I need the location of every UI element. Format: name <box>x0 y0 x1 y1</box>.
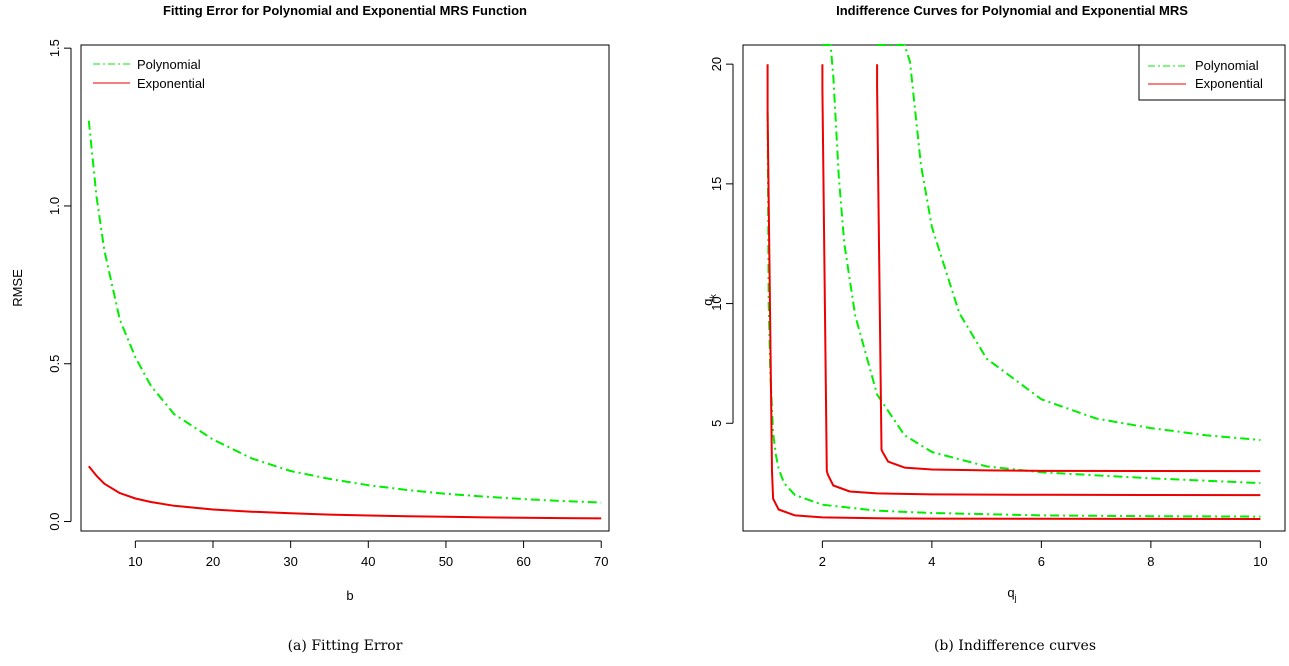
chart-title: Indifference Curves for Polynomial and E… <box>836 3 1188 18</box>
chart-title: Fitting Error for Polynomial and Exponen… <box>163 3 527 18</box>
series-line-polynomial-0 <box>87 120 602 504</box>
series-line-exponential-5 <box>876 64 1261 473</box>
x-tick-label: 6 <box>1038 554 1045 569</box>
y-tick-label: 1.5 <box>47 39 62 57</box>
x-ticks: 10 20 30 40 50 60 70 <box>128 540 608 569</box>
x-tick-label: 2 <box>819 554 826 569</box>
x-tick-label: 10 <box>128 554 142 569</box>
caption-left: (a) Fitting Error <box>287 638 403 654</box>
y-ticks: 0.0 0.5 1.0 1.5 <box>47 39 72 531</box>
legend-label-exponential: Exponential <box>137 76 205 91</box>
series-line-exponential-4 <box>821 64 1261 497</box>
x-ticks: 2 4 6 8 10 <box>819 540 1268 569</box>
y-tick-label: 10 <box>709 296 724 310</box>
fitting-error-chart: Fitting Error for Polynomial and Exponen… <box>10 3 610 603</box>
x-tick-label: 30 <box>283 554 297 569</box>
series-line-exponential-3 <box>766 64 1261 520</box>
series-lines <box>87 120 602 520</box>
plot-frame <box>80 44 610 532</box>
y-tick-label: 1.0 <box>47 197 62 215</box>
y-tick-label: 20 <box>709 57 724 71</box>
y-tick-label: 5 <box>709 420 724 427</box>
x-axis-label: qj <box>1007 585 1016 603</box>
x-tick-label: 60 <box>516 554 530 569</box>
indifference-curves-chart: Indifference Curves for Polynomial and E… <box>700 3 1286 603</box>
series-line-polynomial-2 <box>877 44 1261 441</box>
legend-label-polynomial: Polynomial <box>137 57 201 72</box>
legend-label-polynomial: Polynomial <box>1195 58 1259 73</box>
x-tick-label: 50 <box>439 554 453 569</box>
legend-box <box>1138 44 1286 101</box>
x-tick-label: 8 <box>1147 554 1154 569</box>
x-tick-label: 4 <box>928 554 935 569</box>
plot-frame <box>742 44 1286 532</box>
y-tick-label: 15 <box>709 177 724 191</box>
legend: Polynomial Exponential <box>93 57 205 91</box>
caption-right: (b) Indifference curves <box>933 638 1097 654</box>
legend-label-exponential: Exponential <box>1195 76 1263 91</box>
y-ticks: 5 10 15 20 <box>709 57 734 427</box>
x-tick-label: 40 <box>361 554 375 569</box>
y-tick-label: 0.5 <box>47 355 62 373</box>
x-tick-label: 10 <box>1253 554 1267 569</box>
y-axis-label: qk <box>700 294 718 306</box>
x-tick-label: 20 <box>206 554 220 569</box>
series-line-polynomial-0 <box>766 111 1261 518</box>
x-axis-label: b <box>346 588 353 603</box>
series-line-exponential-1 <box>88 465 602 520</box>
legend: Polynomial Exponential <box>1138 44 1286 101</box>
series-lines <box>766 44 1261 520</box>
x-tick-label: 70 <box>594 554 608 569</box>
y-axis-label: RMSE <box>10 269 25 307</box>
y-tick-label: 0.0 <box>47 512 62 530</box>
series-line-polynomial-1 <box>822 44 1261 485</box>
